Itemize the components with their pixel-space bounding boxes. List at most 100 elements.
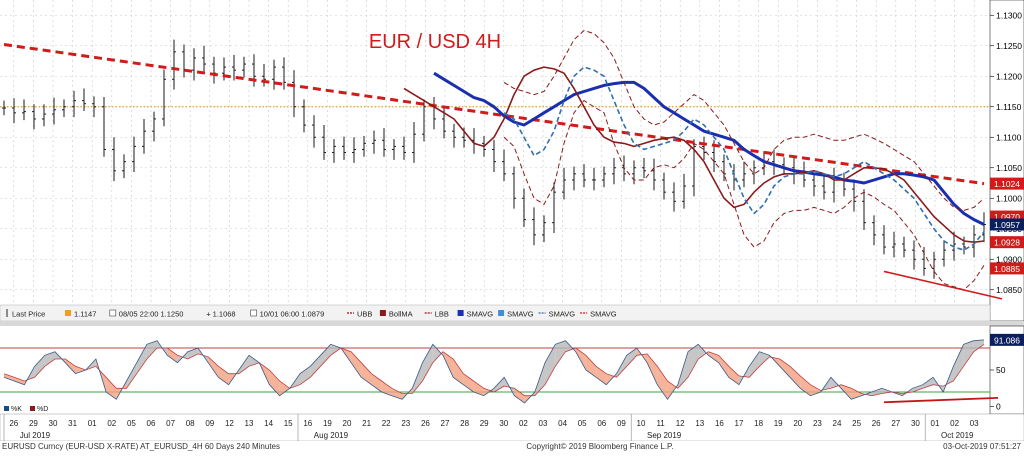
osc-fill (575, 348, 586, 370)
legend-label: 10/01 06:00 1.0879 (260, 310, 325, 319)
osc-fill (422, 344, 433, 381)
price-tag (990, 262, 1024, 275)
price-tick-label: 1.1100 (996, 132, 1022, 142)
x-day-label: 16 (303, 419, 312, 428)
price-tag-label: 1.0957 (994, 220, 1020, 230)
indicator-series-5 (503, 100, 985, 291)
price-tick-label: 1.1050 (996, 163, 1022, 173)
osc-fill (626, 348, 637, 367)
legend-label: + 1.1068 (206, 310, 235, 319)
osc-fill (708, 351, 719, 363)
osc-legend-label: %D (37, 406, 48, 413)
oscillator-separator (0, 321, 1024, 326)
legend-label: SMAVG (549, 310, 576, 319)
x-day-label: 06 (597, 419, 606, 428)
price-tag (990, 218, 1024, 231)
indicator-series-0 (3, 43, 985, 186)
osc-fill (616, 355, 627, 378)
osc-fill (75, 366, 86, 374)
osc-fill (65, 359, 76, 374)
osc-fill (657, 366, 668, 400)
legend-label: SMAVG (590, 310, 617, 319)
osc-fill (136, 344, 147, 374)
x-day-label: 23 (813, 419, 822, 428)
legend-swatch (109, 309, 117, 317)
indicator-series-2 (403, 66, 985, 243)
x-day-label: 02 (950, 419, 959, 428)
price-tag-label: 1.0928 (994, 238, 1020, 248)
x-day-label: 06 (147, 419, 156, 428)
osc-fill (687, 344, 699, 378)
x-day-label: 14 (264, 419, 273, 428)
osc-fill (473, 381, 484, 396)
x-day-label: 17 (735, 419, 744, 428)
x-day-label: 29 (480, 419, 489, 428)
osc-fill (34, 355, 45, 378)
legend-label: SMAVG (467, 310, 494, 319)
x-axis-band (0, 413, 1024, 442)
x-day-label: 25 (852, 419, 861, 428)
osc-fill (320, 344, 331, 367)
osc-fill (912, 384, 923, 392)
osc-fill (249, 355, 260, 367)
legend-label: LBB (435, 310, 449, 319)
price-tag-label: 1.0970 (994, 212, 1020, 222)
osc-fill (779, 359, 791, 378)
x-day-label: 26 (9, 419, 18, 428)
osc-fill (44, 351, 56, 367)
osc-fill (790, 366, 801, 389)
legend-label: UBB (357, 310, 372, 319)
osc-fill (810, 384, 821, 396)
indicator-series-4 (503, 30, 985, 211)
osc-fill (728, 366, 739, 385)
x-day-label: 18 (754, 419, 763, 428)
osc-fill (463, 373, 474, 392)
x-day-label: 12 (225, 419, 234, 428)
osc-fill (106, 377, 117, 400)
osc-legend-label: %K (11, 406, 22, 413)
footer-timestamp: 03-Oct-2019 07:51:27 (943, 442, 1021, 451)
legend-swatch (250, 309, 257, 317)
legend-label: 08/05 22:00 1.1250 (119, 310, 184, 319)
osc-fill (381, 381, 392, 396)
x-day-label: 28 (460, 419, 469, 428)
x-month-label: Jul 2019 (20, 431, 51, 440)
x-day-label: 01 (88, 419, 97, 428)
x-day-label: 03 (539, 419, 548, 428)
osc-fill (146, 340, 158, 359)
x-day-label: 05 (127, 419, 136, 428)
osc-fill (963, 340, 974, 367)
osc-fill (208, 356, 219, 378)
x-day-label: 26 (872, 419, 881, 428)
x-day-label: 30 (911, 419, 920, 428)
price-tick-label: 1.1250 (996, 41, 1022, 51)
x-day-label: 13 (245, 419, 254, 428)
price-tag (990, 236, 1024, 249)
price-plot-area (0, 0, 990, 305)
x-day-label: 21 (362, 419, 371, 428)
osc-fill (922, 377, 933, 389)
osc-fill (494, 377, 505, 392)
osc-fill (759, 351, 770, 367)
x-day-label: 26 (421, 419, 430, 428)
x-day-label: 09 (205, 419, 214, 428)
osc-fill (453, 359, 464, 385)
osc-fill (279, 381, 290, 396)
x-day-label: 16 (715, 419, 724, 428)
osc-fill (585, 355, 597, 378)
osc-trendline (883, 396, 999, 404)
x-day-label: 11 (656, 419, 665, 428)
x-day-label: 05 (578, 419, 587, 428)
x-day-label: 23 (401, 419, 410, 428)
osc-fill (269, 370, 280, 396)
legend-label: 1.1147 (74, 310, 96, 319)
osc-fill (545, 344, 556, 385)
footer-band (0, 441, 1024, 451)
x-month-label: Oct 2019 (941, 431, 974, 440)
osc-fill (953, 344, 964, 381)
osc-fill (749, 351, 760, 378)
x-day-label: 22 (382, 419, 391, 428)
osc-fill (432, 344, 443, 363)
osc-fill (310, 355, 321, 378)
